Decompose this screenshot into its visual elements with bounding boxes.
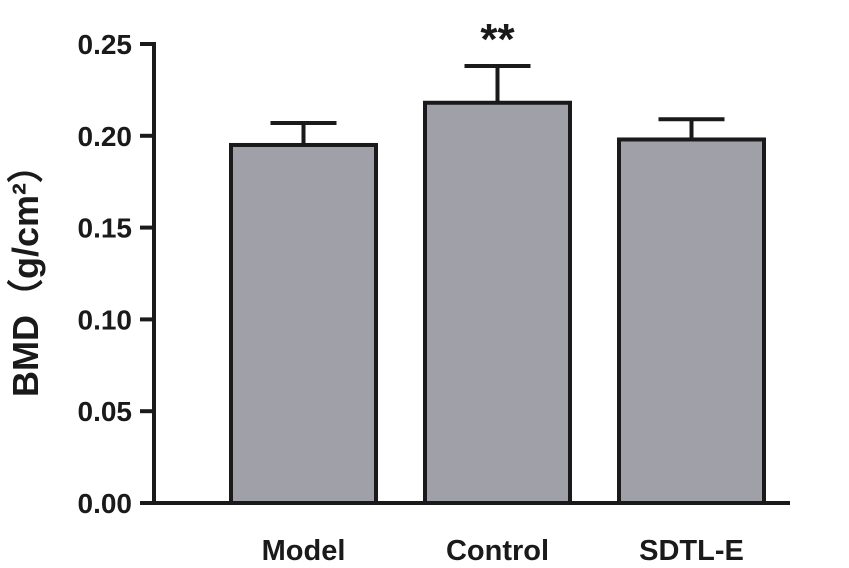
x-tick-label: Control <box>446 535 549 567</box>
labels: 0.00 0.05 0.10 0.15 0.20 0.25 Model Control ** SD… <box>78 15 744 567</box>
bars <box>229 64 766 506</box>
y-tick-label: 0.20 <box>78 121 133 152</box>
y-tick-label: 0.00 <box>78 488 133 519</box>
bar <box>617 137 766 506</box>
y-tick-label: 0.05 <box>78 396 133 427</box>
significance-label: ** <box>480 15 515 64</box>
y-tick-label: 0.15 <box>78 213 133 244</box>
x-tick-label: SDTL-E <box>639 535 744 567</box>
x-tick-label: Model <box>262 535 346 567</box>
y-tick-label: 0.25 <box>78 29 133 60</box>
bar <box>229 142 378 505</box>
y-tick-label: 0.10 <box>78 304 133 335</box>
y-axis-label: BMD（g/cm²） <box>5 147 46 397</box>
bar <box>423 100 572 505</box>
